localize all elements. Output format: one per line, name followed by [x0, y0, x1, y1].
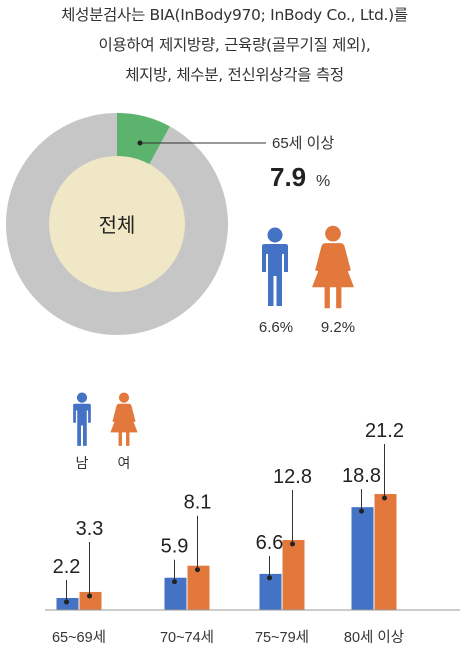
- male-icon-head: [76, 392, 88, 403]
- intro-line-3: 체지방, 체수분, 전신위상각을 측정: [125, 66, 344, 84]
- value-leader-dot: [359, 508, 364, 514]
- bar-female-3: [374, 494, 397, 610]
- legend-female-label: 여: [118, 455, 131, 471]
- donut-center-label: 전체: [99, 214, 136, 237]
- male-icon: [262, 227, 288, 306]
- value-label-male-1: 5.9: [161, 536, 189, 558]
- value-leader-dot: [172, 579, 177, 585]
- callout-value: 7.9: [270, 162, 306, 192]
- male-icon-body: [262, 244, 288, 306]
- bar-female-2: [282, 539, 305, 610]
- value-leader-dot: [382, 495, 387, 501]
- female-icon-head: [118, 392, 130, 403]
- donut-chart: 전체: [5, 113, 228, 336]
- value-label-female-2: 12.8: [273, 466, 312, 488]
- intro-line-1: 체성분검사는 BIA(InBody970; InBody Co., Ltd.)를: [61, 6, 408, 24]
- value-leader-dot: [267, 575, 272, 581]
- intro-line-2: 이용하여 제지방량, 근육량(골무기질 제외),: [98, 36, 371, 54]
- female-icon-body: [110, 403, 138, 446]
- legend-male-label: 남: [76, 455, 89, 471]
- bar-female-0: [79, 591, 102, 610]
- value-label-female-3: 21.2: [365, 420, 404, 442]
- value-label-female-0: 3.3: [76, 518, 104, 540]
- value-label-male-2: 6.6: [256, 532, 284, 554]
- male-icon-head: [267, 227, 283, 243]
- value-label-male-0: 2.2: [53, 556, 81, 578]
- bar-chart: 2.2 3.3 65~69세 5.9 8.1 70~74세 6.6 12.8 75~79세 18.…: [52, 420, 404, 646]
- category-label-2: 75~79세: [255, 629, 309, 646]
- bar-male-3: [351, 507, 374, 610]
- legend-female-icon: [110, 392, 138, 446]
- female-overall-value: 9.2%: [321, 319, 355, 336]
- category-label-1: 70~74세: [160, 629, 214, 646]
- bar-female-1: [187, 565, 210, 610]
- bar-male-1: [164, 577, 187, 610]
- value-leader-dot: [290, 541, 295, 547]
- male-icon-body: [73, 403, 91, 446]
- value-label-female-1: 8.1: [184, 492, 212, 514]
- value-leader-dot: [195, 567, 200, 573]
- value-label-male-3: 18.8: [342, 465, 381, 487]
- male-overall-value: 6.6%: [259, 319, 293, 336]
- intro-text: 체성분검사는 BIA(InBody970; InBody Co., Ltd.)를…: [0, 0, 469, 90]
- callout-unit: %: [316, 173, 330, 190]
- female-icon-body: [312, 243, 354, 309]
- legend-male-icon: [73, 392, 91, 446]
- value-leader-dot: [64, 599, 69, 605]
- female-icon: [312, 225, 354, 309]
- bar-male-2: [259, 573, 282, 610]
- callout-label: 65세 이상: [272, 135, 334, 152]
- value-leader-dot: [87, 593, 92, 599]
- donut-center: [49, 156, 185, 292]
- category-label-0: 65~69세: [52, 629, 106, 646]
- female-icon-head: [325, 225, 341, 242]
- callout-leader-dot: [137, 140, 143, 146]
- category-label-3: 80세 이상: [344, 629, 404, 646]
